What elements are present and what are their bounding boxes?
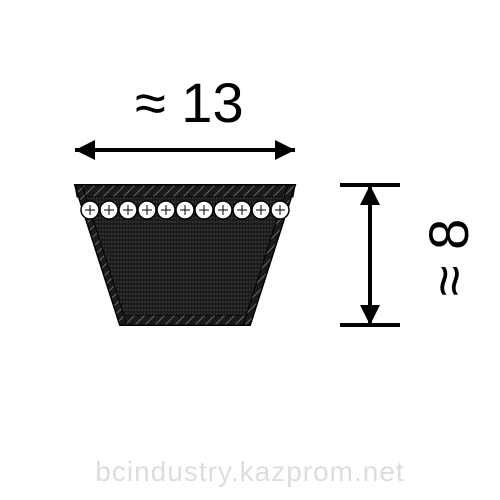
tension-cords	[81, 201, 289, 219]
height-dimension-label: ≈ 8	[416, 219, 481, 296]
width-dimension-label: ≈ 13	[135, 70, 244, 135]
width-dimension-arrow	[75, 140, 295, 160]
belt-body	[75, 185, 295, 325]
height-dimension-arrow	[340, 185, 400, 325]
watermark-text: bcindustry.kazprom.net	[95, 456, 404, 488]
